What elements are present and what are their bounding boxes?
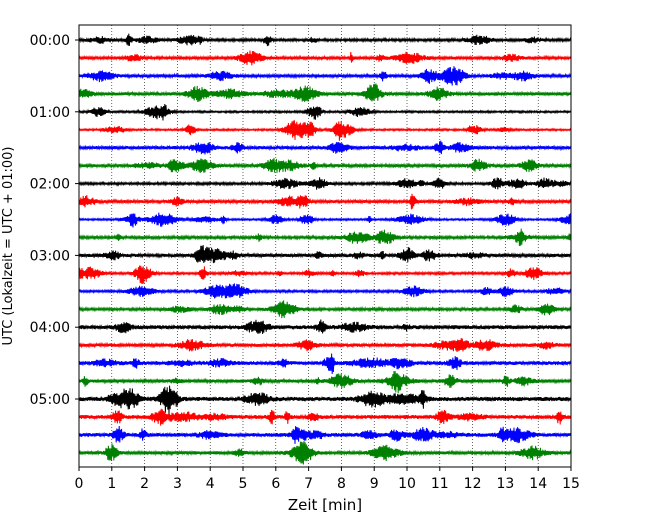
trace-5: [78, 120, 572, 141]
y-axis-ticks: 00:00 01:00 02:00 03:00 04:00 05:00: [30, 33, 79, 408]
trace-14: [78, 283, 572, 299]
y-tick-label-5: 05:00: [30, 392, 70, 408]
x-tick-label-12: 12: [464, 476, 482, 492]
trace-10: [78, 212, 572, 228]
y-tick-label-1: 01:00: [30, 105, 70, 121]
x-tick-label-6: 6: [271, 476, 280, 492]
x-tick-label-10: 10: [398, 476, 416, 492]
seismogram-traces: [78, 33, 572, 465]
trace-4: [78, 103, 572, 121]
x-tick-label-3: 3: [173, 476, 182, 492]
trace-11: [78, 228, 572, 246]
trace-18: [78, 353, 572, 375]
trace-20: [78, 385, 572, 415]
trace-2: [78, 66, 572, 86]
x-tick-label-13: 13: [496, 476, 514, 492]
trace-17: [78, 337, 572, 353]
trace-1: [78, 50, 572, 66]
x-tick-label-9: 9: [370, 476, 379, 492]
trace-13: [78, 265, 572, 284]
x-tick-label-4: 4: [206, 476, 215, 492]
y-axis-label: UTC (Lokalzeit = UTC + 01:00): [1, 147, 16, 346]
trace-9: [78, 193, 572, 210]
y-tick-label-3: 03:00: [30, 248, 70, 264]
x-tick-label-5: 5: [239, 476, 248, 492]
trace-16: [78, 319, 572, 334]
trace-6: [78, 140, 572, 155]
trace-21: [78, 408, 572, 426]
x-tick-label-2: 2: [140, 476, 149, 492]
trace-23: [78, 440, 572, 465]
x-tick-label-7: 7: [304, 476, 313, 492]
trace-3: [78, 83, 572, 102]
trace-8: [78, 177, 572, 190]
x-tick-label-15: 15: [562, 476, 580, 492]
x-axis-label: Zeit [min]: [288, 496, 362, 514]
y-tick-label-2: 02:00: [30, 177, 70, 193]
x-tick-label-14: 14: [529, 476, 547, 492]
plot-frame: [78, 24, 572, 468]
x-axis-ticks: 0 1 2 3 4 5 6 7 8 9 10 11 12 13 14 15: [75, 467, 580, 492]
trace-12: [78, 245, 572, 264]
x-tick-label-11: 11: [431, 476, 449, 492]
y-tick-label-0: 00:00: [30, 33, 70, 49]
x-tick-label-8: 8: [337, 476, 346, 492]
trace-7: [78, 157, 572, 174]
trace-19: [78, 371, 572, 394]
trace-22: [78, 426, 572, 444]
x-tick-label-0: 0: [75, 476, 84, 492]
x-tick-label-1: 1: [107, 476, 116, 492]
trace-0: [78, 33, 572, 47]
trace-15: [78, 300, 572, 319]
y-tick-label-4: 04:00: [30, 320, 70, 336]
